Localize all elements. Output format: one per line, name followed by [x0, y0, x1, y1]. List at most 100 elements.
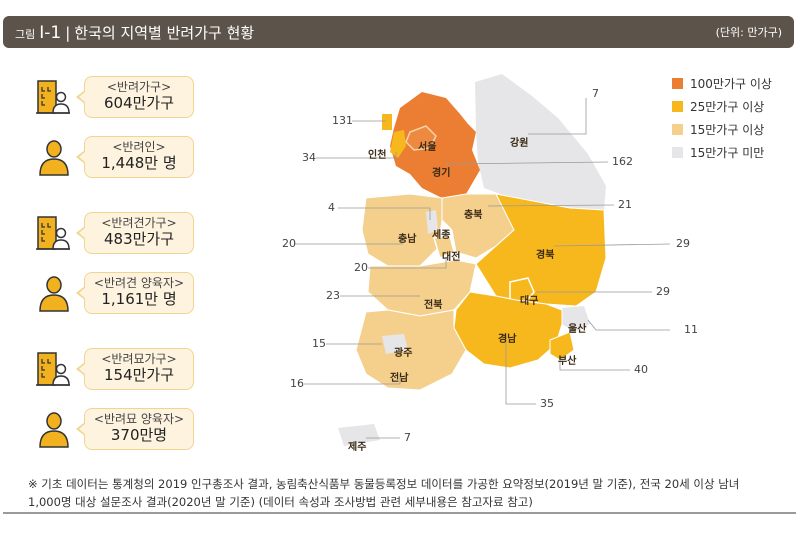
region-value: 7: [592, 87, 599, 100]
legend-item: 100만가구 이상: [672, 72, 772, 95]
bottom-divider: [3, 512, 796, 514]
stat-bubble: <반려가구> 604만가구: [76, 76, 194, 118]
stat-bubble: <반려견가구> 483만가구: [76, 212, 194, 254]
stat-value: 483만가구: [103, 230, 175, 249]
region-value: 21: [618, 198, 632, 211]
figure-prefix: 그림: [15, 27, 36, 41]
region-label: 경남: [498, 334, 517, 345]
region-value: 4: [328, 201, 335, 214]
region-jeonbuk: [367, 259, 477, 317]
region-label: 인천: [368, 150, 387, 161]
legend-item: 25만가구 이상: [672, 95, 772, 118]
stat-item: <반려묘가구> 154만가구: [34, 348, 194, 390]
region-sejong: [426, 210, 438, 234]
region-value: 23: [326, 289, 340, 302]
legend-label: 100만가구 이상: [690, 77, 772, 91]
unit-label: (단위: 만가구): [715, 26, 782, 39]
figure-title: 그림 Ⅰ-1 | 한국의 지역별 반려가구 현황: [15, 22, 254, 43]
region-value: 20: [354, 261, 368, 274]
region-label: 대전: [442, 252, 461, 263]
legend-label: 15만가구 이상: [690, 123, 765, 137]
region-value: 15: [312, 337, 326, 350]
stat-value: 1,448만 명: [101, 154, 177, 173]
household-icon: [34, 213, 74, 253]
region-seoul: [405, 125, 437, 151]
region-label: 충북: [464, 210, 483, 221]
region-daegu: [509, 277, 535, 305]
map-legend: 100만가구 이상 25만가구 이상 15만가구 이상 15만가구 미만: [672, 72, 772, 164]
stat-value: 604만가구: [103, 94, 175, 113]
region-incheon-island: [382, 114, 392, 130]
person-icon: [34, 273, 74, 313]
region-label: 부산: [558, 356, 577, 367]
region-label: 대구: [520, 296, 539, 307]
region-gwangju: [382, 334, 408, 354]
figure-header: 그림 Ⅰ-1 | 한국의 지역별 반려가구 현황 (단위: 만가구): [3, 16, 794, 48]
leader-lines: [294, 98, 680, 439]
footnote-line-2: 1,000명 대상 설문조사 결과(2020년 말 기준) (데이터 속성과 조…: [28, 494, 533, 509]
region-label: 전남: [390, 373, 409, 384]
legend-label: 25만가구 이상: [690, 100, 765, 114]
region-value: 11: [684, 323, 698, 336]
stat-value: 1,161만 명: [101, 290, 177, 309]
region-value: 16: [290, 377, 304, 390]
region-gyeongnam: [453, 291, 563, 369]
region-label: 제주: [348, 442, 367, 453]
stat-label: <반려묘가구>: [101, 352, 177, 367]
stat-label: <반려묘 양육자>: [93, 412, 185, 427]
stat-label: <반려인>: [112, 140, 166, 155]
region-ulsan: [562, 306, 590, 332]
stat-item: <반려가구> 604만가구: [34, 76, 194, 118]
figure-title-text: 한국의 지역별 반려가구 현황: [74, 23, 255, 42]
region-value: 7: [404, 431, 411, 444]
region-value: 131: [332, 114, 353, 127]
region-value: 29: [676, 237, 690, 250]
stat-item: <반려견 양육자> 1,161만 명: [34, 272, 194, 314]
household-icon: [34, 349, 74, 389]
legend-item: 15만가구 이상: [672, 118, 772, 141]
region-value: 40: [634, 363, 648, 376]
stat-bubble: <반려묘 양육자> 370만명: [76, 408, 194, 450]
legend-swatch: [672, 78, 683, 89]
region-jeonnam: [355, 309, 467, 391]
person-icon: [34, 409, 74, 449]
region-label: 경북: [536, 250, 555, 261]
legend-swatch: [672, 101, 683, 112]
stat-bubble: <반려인> 1,448만 명: [76, 136, 194, 178]
region-label: 울산: [568, 324, 587, 335]
region-value: 35: [540, 397, 554, 410]
region-gangwon: [475, 74, 606, 210]
region-busan: [549, 331, 575, 361]
legend-item: 15만가구 미만: [672, 141, 772, 164]
region-label: 전북: [424, 300, 443, 311]
legend-swatch: [672, 124, 683, 135]
region-label: 서울: [418, 142, 437, 153]
stat-value: 370만명: [110, 426, 168, 445]
region-label: 경기: [432, 168, 451, 179]
region-jeju: [338, 424, 380, 446]
footnote-line-1: ※ 기초 데이터는 통계청의 2019 인구총조사 결과, 농림축산식품부 동물…: [28, 477, 740, 491]
legend-label: 15만가구 미만: [690, 146, 765, 160]
stat-label: <반려견 양육자>: [93, 276, 185, 291]
person-icon: [34, 137, 74, 177]
title-divider: |: [65, 23, 71, 42]
stat-item: <반려견가구> 483만가구: [34, 212, 194, 254]
region-value: 29: [656, 285, 670, 298]
stat-label: <반려견가구>: [101, 216, 177, 231]
region-value: 34: [302, 151, 316, 164]
region-label: 세종: [432, 230, 451, 241]
region-chungnam: [361, 193, 443, 267]
footnote: ※ 기초 데이터는 통계청의 2019 인구총조사 결과, 농림축산식품부 동물…: [28, 476, 788, 512]
region-label: 충남: [398, 234, 417, 245]
region-gyeonggi: [390, 92, 480, 198]
region-value: 20: [282, 237, 296, 250]
household-icon: [34, 77, 74, 117]
stat-item: <반려묘 양육자> 370만명: [34, 408, 194, 450]
stat-bubble: <반려견 양육자> 1,161만 명: [76, 272, 194, 314]
stat-bubble: <반려묘가구> 154만가구: [76, 348, 194, 390]
legend-swatch: [672, 147, 683, 158]
korea-map-svg: [294, 74, 680, 446]
region-daejeon: [433, 235, 455, 260]
region-incheon: [390, 130, 406, 158]
figure-number: Ⅰ-1: [39, 22, 62, 43]
